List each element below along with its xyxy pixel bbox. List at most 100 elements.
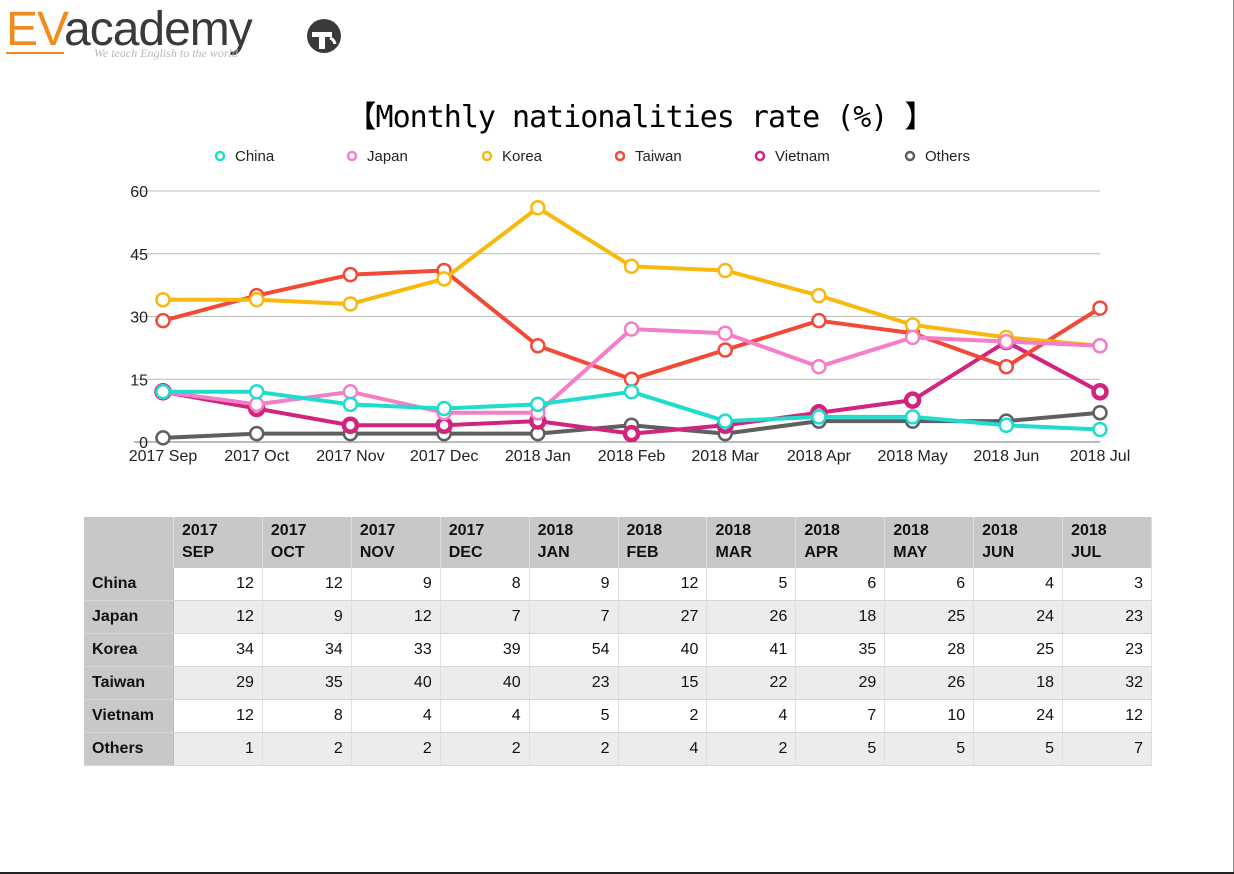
data-point-vietnam <box>1091 383 1109 401</box>
legend-marker <box>614 150 626 162</box>
table-cell: 26 <box>884 666 975 700</box>
globe-mark-icon <box>307 19 341 53</box>
logo-ev-text: EV <box>6 3 69 56</box>
data-point-china <box>1092 421 1108 438</box>
table-cell: 2 <box>618 699 708 733</box>
table-cell: 22 <box>706 666 797 700</box>
x-tick-label: 2018 Mar <box>691 448 759 465</box>
page-frame-bottom <box>0 872 1234 874</box>
column-header: 2017 DEC <box>440 517 530 568</box>
table-cell: 12 <box>173 600 263 634</box>
data-point-korea <box>342 296 359 312</box>
table-cell: 39 <box>440 633 530 667</box>
table-cell: 6 <box>884 568 975 601</box>
table-cell: 25 <box>973 633 1064 667</box>
x-tick-label: 2018 Jun <box>973 448 1039 465</box>
table-cell: 2 <box>351 732 441 766</box>
column-header: 2018 MAY <box>884 517 975 568</box>
table-cell: 8 <box>440 568 530 601</box>
column-header-year: 2018 <box>804 522 840 539</box>
table-cell: 4 <box>440 699 530 733</box>
legend-marker <box>214 150 226 162</box>
table-cell: 15 <box>618 666 708 700</box>
table-cell: 32 <box>1062 666 1152 700</box>
row-label: Others <box>84 732 174 766</box>
data-point-japan <box>904 329 921 346</box>
data-point-japan <box>717 325 733 341</box>
table-cell: 27 <box>618 600 708 634</box>
data-point-korea <box>623 258 640 275</box>
table-cell: 40 <box>351 666 441 700</box>
table-cell: 7 <box>529 600 619 634</box>
data-point-vietnam <box>435 416 453 435</box>
table-cell: 5 <box>884 732 975 766</box>
table-cell: 5 <box>973 732 1064 766</box>
table-row: Others 1 2 2 2 2 4 2 5 5 5 7 <box>84 732 1152 766</box>
data-point-korea <box>155 292 171 308</box>
column-header: 2018 JUN <box>973 517 1064 568</box>
table-cell: 54 <box>529 633 619 667</box>
data-table: 2017 SEP 2017 OCT 2017 NOV 2017 DEC 2018 JAN 2018 F… <box>84 517 1152 766</box>
table-cell: 41 <box>706 633 797 667</box>
data-point-vietnam <box>622 424 641 443</box>
table-cell: 33 <box>351 633 441 667</box>
table-cell: 35 <box>262 666 352 700</box>
logo-academy-text: academy <box>64 3 253 56</box>
table-cell: 2 <box>706 732 797 766</box>
table-cell: 23 <box>1062 633 1152 667</box>
data-point-korea <box>530 199 546 216</box>
x-tick-label: 2017 Oct <box>224 448 289 465</box>
data-point-taiwan <box>717 342 733 358</box>
column-header-year: 2017 <box>448 522 485 539</box>
y-tick-label: 15 <box>130 372 148 389</box>
table-cell: 7 <box>1062 732 1152 766</box>
table-corner-cell <box>84 517 174 568</box>
table-cell: 40 <box>440 666 530 700</box>
column-header: 2018 MAR <box>706 517 797 568</box>
table-cell: 7 <box>440 600 530 634</box>
table-cell: 4 <box>618 732 708 766</box>
column-header-year: 2017 <box>182 522 218 539</box>
table-cell: 24 <box>973 600 1064 634</box>
column-header-month: MAY <box>893 544 928 561</box>
x-tick-label: 2018 Apr <box>787 448 852 465</box>
data-point-korea <box>717 262 733 279</box>
data-point-taiwan <box>623 371 640 387</box>
column-header: 2017 OCT <box>262 517 352 568</box>
table-row: China 12 12 9 8 9 12 5 6 6 4 3 <box>84 568 1152 601</box>
column-header-year: 2018 <box>537 522 574 539</box>
column-header-year: 2018 <box>982 522 1018 539</box>
data-point-korea <box>904 317 921 333</box>
column-header-month: MAR <box>715 544 752 561</box>
logo-ev-underline <box>6 52 64 54</box>
table-cell: 18 <box>795 600 886 634</box>
row-label: Taiwan <box>84 666 174 700</box>
column-header-month: JUN <box>982 544 1015 561</box>
data-point-taiwan <box>530 338 546 354</box>
table-cell: 12 <box>262 568 352 601</box>
legend-label: China <box>235 148 275 165</box>
x-tick-label: 2018 May <box>877 448 947 465</box>
data-point-china <box>717 413 733 429</box>
column-header-month: FEB <box>626 544 659 561</box>
x-tick-label: 2018 Jan <box>505 448 571 465</box>
column-header: 2018 FEB <box>618 517 708 568</box>
data-point-korea <box>436 271 452 287</box>
data-point-china <box>342 396 359 413</box>
table-cell: 2 <box>262 732 352 766</box>
table-header-row: 2017 SEP 2017 OCT 2017 NOV 2017 DEC 2018 JAN 2018 F… <box>84 517 1152 568</box>
table-cell: 28 <box>884 633 975 667</box>
row-label: Korea <box>84 633 174 667</box>
column-header-year: 2018 <box>715 522 752 539</box>
table-cell: 12 <box>173 568 263 601</box>
table-cell: 34 <box>262 633 352 667</box>
data-point-korea <box>811 287 827 304</box>
x-tick-label: 2017 Dec <box>410 448 479 465</box>
table-cell: 12 <box>618 568 708 601</box>
column-header-year: 2018 <box>626 522 663 539</box>
column-header-year: 2018 <box>893 522 929 539</box>
evacademy-logo: EV academy We teach English to the world <box>6 2 366 64</box>
column-header-month: JAN <box>537 544 570 561</box>
data-point-japan <box>342 384 359 400</box>
legend-marker <box>754 150 766 162</box>
